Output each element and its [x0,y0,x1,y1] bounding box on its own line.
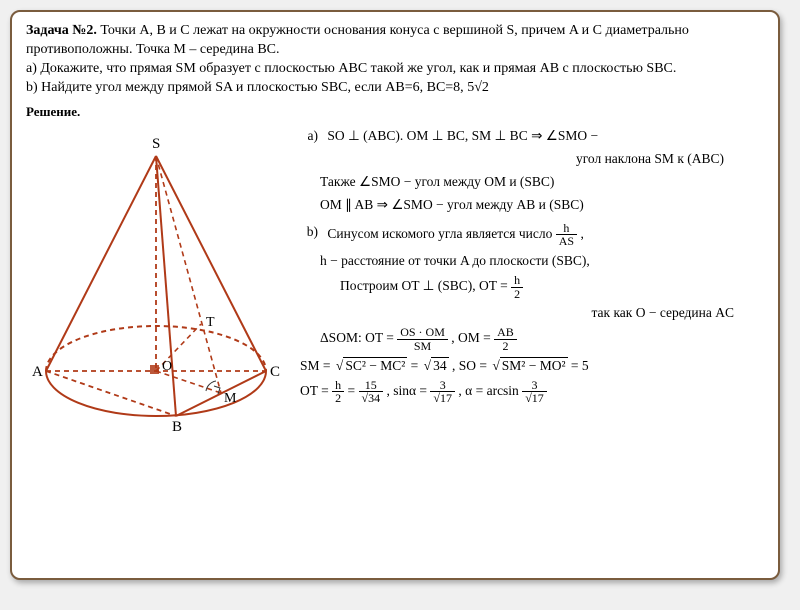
problem-text: Точки A, B и C лежат на окружности основ… [26,23,689,57]
math-b-line7: OT = h2 = 15√34 , sinα = 3√17 , α = arcs… [290,379,764,405]
math-b-line5: ΔSOM: OT = OS · OMSM , OM = AB2 [290,326,764,352]
math-b-line1: b) Синусом искомого угла является число … [290,222,764,248]
content-row: S A C B O M T a) SO ⊥ (ABC). OM ⊥ BC, SM… [26,126,764,466]
frac-ab-2: AB2 [494,326,517,352]
math-a-line1: a) SO ⊥ (ABC). OM ⊥ BC, SM ⊥ BC ⇒ ∠SMO − [290,126,764,146]
math-a-line2: Также ∠SMO − угол между OM и (SBC) [290,172,764,192]
problem-title: Задача №2. [26,23,97,38]
cone-right-edge [156,156,266,371]
label-o: O [162,359,172,374]
frac-h-as: hAS [556,222,577,248]
frac-osom-sm: OS · OMSM [397,326,448,352]
right-angle-marker-o [150,365,159,374]
problem-part-a: a) Докажите, что прямая SM образует с пл… [26,61,676,76]
problem-statement: Задача №2. Точки A, B и C лежат на окруж… [26,22,764,98]
cone-left-edge [46,156,156,371]
cone-diagram: S A C B O M T [26,126,286,466]
label-t: T [206,315,215,330]
math-b-line6: SM = SC² − MC² = 34 , SO = SM² − MO² = 5 [290,356,764,376]
solution-label: Решение. [26,104,764,120]
frac-h-2: h2 [511,274,523,300]
part-a-label: a) [290,126,324,146]
label-s: S [152,136,160,152]
label-a: A [32,364,43,380]
part-b-label: b) [290,222,324,242]
problem-card: Задача №2. Точки A, B и C лежат на окруж… [10,10,780,580]
math-a-line3: OM ∥ AB ⇒ ∠SMO − угол между AB и (SBC) [290,195,764,215]
problem-part-b-prefix: b) Найдите угол между прямой SA и плоско… [26,80,467,95]
math-b-line3: Построим OT ⊥ (SBC), OT = h2 [290,274,764,300]
label-b: B [172,419,182,435]
math-column: a) SO ⊥ (ABC). OM ⊥ BC, SM ⊥ BC ⇒ ∠SMO −… [286,126,764,466]
label-c: C [270,364,280,380]
chord-ab [46,371,176,416]
segment-om [156,371,221,393]
label-m: M [224,391,237,406]
math-a-line1b: угол наклона SM к (ABC) [290,149,764,169]
math-b-line2: h − расстояние от точки A до плоскости (… [290,251,764,271]
math-b-line4: так как O − середина AC [290,303,764,323]
problem-part-b-tail: 5√2 [467,80,489,95]
diagram-column: S A C B O M T [26,126,286,466]
